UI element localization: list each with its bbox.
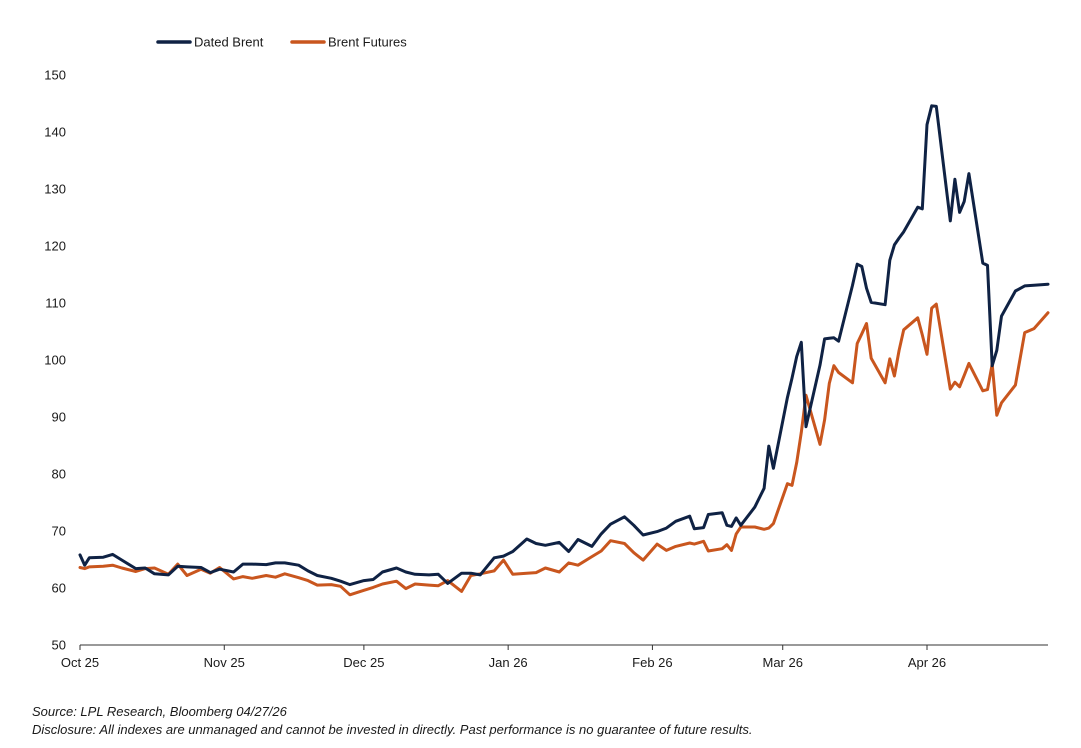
y-tick-label: 130 <box>44 182 66 197</box>
x-tick-label: Nov 25 <box>204 655 245 670</box>
legend-label-brent-futures: Brent Futures <box>328 35 407 50</box>
x-tick-label: Mar 26 <box>762 655 802 670</box>
y-tick-label: 120 <box>44 239 66 254</box>
legend-label-dated-brent: Dated Brent <box>194 35 264 50</box>
chart-legend: Dated Brent Brent Futures <box>156 35 407 50</box>
y-tick-label: 140 <box>44 125 66 140</box>
x-tick-label: Jan 26 <box>489 655 528 670</box>
series-line-dated-brent <box>78 104 1050 587</box>
x-tick-label: Feb 26 <box>632 655 672 670</box>
x-tick-label: Apr 26 <box>908 655 946 670</box>
source-note: Source: LPL Research, Bloomberg 04/27/26 <box>32 704 287 719</box>
y-tick-label: 50 <box>52 638 66 653</box>
y-tick-label: 70 <box>52 524 66 539</box>
series-line-brent-futures <box>78 302 1050 597</box>
plot-area <box>78 104 1050 597</box>
y-tick-label: 150 <box>44 68 66 83</box>
y-tick-label: 90 <box>52 410 66 425</box>
y-tick-label: 100 <box>44 353 66 368</box>
x-axis: Oct 25 Nov 25 Dec 25 Jan 26 Feb 26 Mar 26 Apr … <box>61 644 1048 670</box>
x-tick-label: Oct 25 <box>61 655 99 670</box>
brent-price-chart: Dated Brent Brent Futures 50 60 70 80 90 100 1… <box>44 35 1050 670</box>
x-tick-label: Dec 25 <box>343 655 384 670</box>
y-tick-label: 110 <box>45 296 66 311</box>
y-axis: 50 60 70 80 90 100 110 120 130 140 150 <box>44 68 66 653</box>
y-tick-label: 60 <box>52 581 66 596</box>
y-tick-label: 80 <box>52 467 66 482</box>
disclosure-note: Disclosure: All indexes are unmanaged an… <box>32 722 753 737</box>
